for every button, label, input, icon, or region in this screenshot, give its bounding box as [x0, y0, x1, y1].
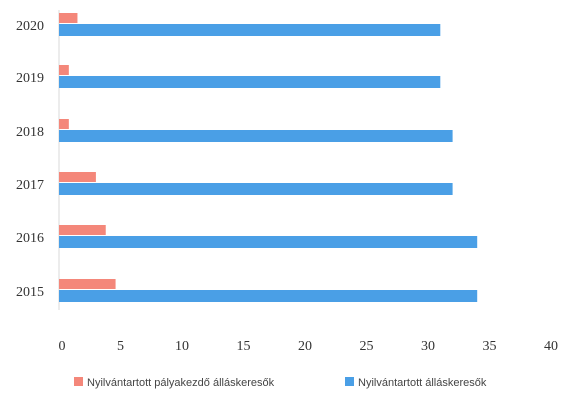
- y-tick-label-2018: 2018: [16, 125, 44, 140]
- x-tick-label-0: 0: [59, 339, 66, 354]
- bar-allaskeresok-2019: [59, 76, 441, 88]
- x-tick-label-40: 40: [544, 339, 558, 354]
- bar-palyakezdo-2015: [59, 279, 116, 289]
- bar-palyakezdo-2016: [59, 225, 106, 235]
- x-tick-label-10: 10: [175, 339, 189, 354]
- y-tick-label-2020: 2020: [16, 19, 44, 34]
- bars-layer: [58, 10, 478, 310]
- bar-palyakezdo-2019: [59, 65, 69, 75]
- x-tick-label-20: 20: [298, 339, 312, 354]
- bar-palyakezdo-2020: [59, 13, 78, 23]
- bar-allaskeresok-2017: [59, 183, 453, 195]
- bar-palyakezdo-2017: [59, 172, 96, 182]
- y-axis-labels: 2020 2019 2018 2017 2016 2015: [16, 19, 44, 300]
- bar-palyakezdo-2018: [59, 119, 69, 129]
- x-tick-label-30: 30: [421, 339, 435, 354]
- legend-label-álláskeresők: Nyilvántartott álláskeresők: [358, 377, 487, 389]
- x-tick-label-25: 25: [360, 339, 374, 354]
- y-tick-label-2016: 2016: [16, 231, 44, 246]
- legend-swatch-pályakezdő: [74, 377, 83, 386]
- x-tick-label-5: 5: [117, 339, 124, 354]
- bar-allaskeresok-2020: [59, 24, 441, 36]
- legend-label-pályakezdő: Nyilvántartott pályakezdő álláskeresők: [87, 377, 275, 389]
- legend-swatch-álláskeresők: [345, 377, 354, 386]
- x-tick-label-15: 15: [237, 339, 251, 354]
- bar-allaskeresok-2018: [59, 130, 453, 142]
- bar-allaskeresok-2016: [59, 236, 478, 248]
- x-tick-label-35: 35: [483, 339, 497, 354]
- y-tick-label-2017: 2017: [16, 178, 44, 193]
- bar-allaskeresok-2015: [59, 290, 478, 302]
- legend: Nyilvántartott pályakezdő álláskeresők N…: [74, 377, 487, 389]
- y-tick-label-2019: 2019: [16, 71, 44, 86]
- y-tick-label-2015: 2015: [16, 285, 44, 300]
- x-axis-labels: 0 5 10 15 20 25 30 35 40: [59, 339, 559, 354]
